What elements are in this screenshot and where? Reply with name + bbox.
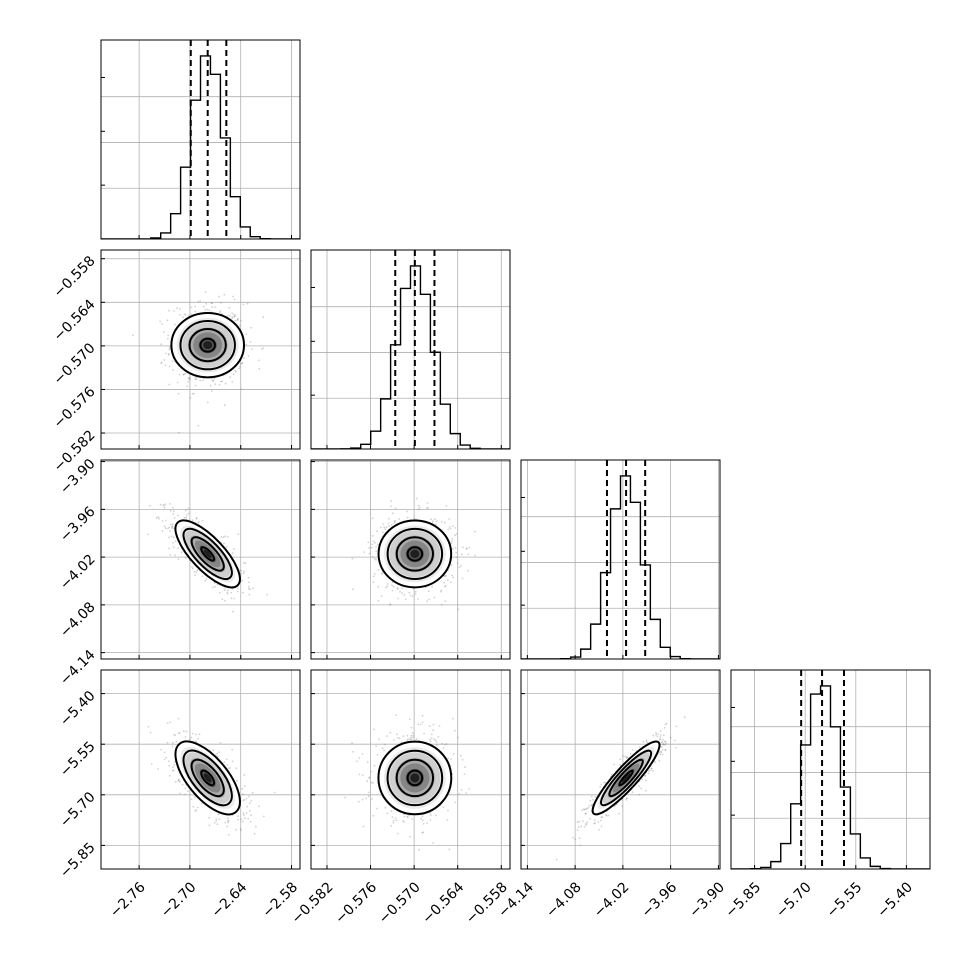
panel-frame [310, 249, 511, 450]
x-tick-label: −0.576 [332, 879, 380, 927]
y-tick-label: −4.08 [57, 599, 99, 641]
y-tick-label: −0.558 [51, 253, 99, 301]
contour-2 [190, 536, 225, 572]
y-tick-label: −4.02 [57, 551, 99, 593]
contour-2 [190, 758, 225, 798]
contour-3 [200, 546, 216, 562]
contour-1 [179, 320, 236, 371]
density-level-6 [203, 773, 212, 783]
contour-0 [377, 519, 453, 589]
x-tick-label: −5.40 [874, 879, 916, 921]
contour-1 [386, 527, 444, 581]
density-level-6 [410, 549, 420, 559]
y-tick-label: −0.564 [51, 297, 99, 345]
x-tick-label: −5.70 [773, 879, 815, 921]
density-level-6 [203, 341, 213, 350]
panel-3-3 [730, 669, 931, 870]
panel-frame [100, 39, 301, 240]
density-level-6 [410, 773, 420, 783]
contour-1 [386, 749, 444, 807]
x-tick-label: −0.564 [419, 879, 467, 927]
x-tick-label: −4.02 [591, 879, 633, 921]
panel-frame [310, 459, 511, 660]
histogram-2 [521, 475, 720, 659]
scatter-3-1 [344, 714, 471, 851]
scatter-2-0 [147, 503, 268, 613]
density-level-6 [621, 773, 631, 783]
panel-2-2 [520, 459, 721, 660]
contour-0 [591, 740, 661, 816]
contour-3 [199, 337, 216, 353]
contour-3 [406, 769, 424, 787]
panel-1-0 [100, 249, 301, 450]
x-tick-label: −3.90 [686, 879, 728, 921]
panel-3-2 [520, 669, 721, 870]
y-tick-label: −5.70 [57, 789, 99, 831]
contour-0 [174, 740, 241, 816]
x-tick-label: −2.70 [158, 879, 200, 921]
panel-3-0 [100, 669, 301, 870]
x-tick-label: −2.64 [209, 879, 251, 921]
x-tick-label: −3.96 [639, 879, 681, 921]
histogram-0 [101, 55, 300, 239]
histogram-3 [731, 685, 930, 869]
contour-3 [200, 769, 216, 787]
y-tick-label: −0.576 [51, 384, 99, 432]
panel-3-1 [310, 669, 511, 870]
x-tick-label: −5.85 [723, 879, 765, 921]
contour-3 [406, 546, 424, 562]
scatter-3-2 [555, 716, 686, 861]
contour-1 [182, 527, 233, 581]
x-tick-label: −4.08 [543, 879, 585, 921]
histogram-1 [311, 265, 510, 449]
contour-0 [170, 311, 246, 379]
scatter-1-0 [132, 291, 265, 434]
panel-2-1 [310, 459, 511, 660]
y-tick-label: −4.14 [57, 647, 99, 689]
panel-2-0 [100, 459, 301, 660]
contour-2 [608, 758, 644, 798]
contour-2 [188, 328, 227, 363]
contour-2 [395, 536, 435, 572]
contour-0 [174, 519, 241, 589]
contour-2 [395, 758, 435, 798]
y-tick-label: −5.55 [57, 739, 99, 781]
scatter-2-1 [351, 497, 476, 611]
contour-3 [618, 769, 634, 787]
scatter-3-0 [147, 717, 276, 836]
contour-1 [182, 749, 233, 807]
x-tick-label: −5.55 [824, 879, 866, 921]
density-level-6 [203, 549, 212, 559]
y-tick-label: −5.85 [57, 840, 99, 882]
contour-1 [599, 749, 653, 807]
y-tick-label: −3.96 [57, 504, 99, 546]
y-tick-label: −0.570 [51, 340, 99, 388]
panel-frame [100, 669, 301, 870]
x-tick-label: −2.76 [107, 879, 149, 921]
panel-frame [520, 459, 721, 660]
panel-frame [310, 669, 511, 870]
panel-frame [730, 669, 931, 870]
panel-0-0 [100, 39, 301, 240]
x-tick-label: −0.570 [376, 879, 424, 927]
y-tick-label: −5.40 [57, 688, 99, 730]
panel-frame [520, 669, 721, 870]
panel-frame [100, 459, 301, 660]
panel-1-1 [310, 249, 511, 450]
panel-frame [100, 249, 301, 450]
contour-0 [377, 740, 453, 816]
